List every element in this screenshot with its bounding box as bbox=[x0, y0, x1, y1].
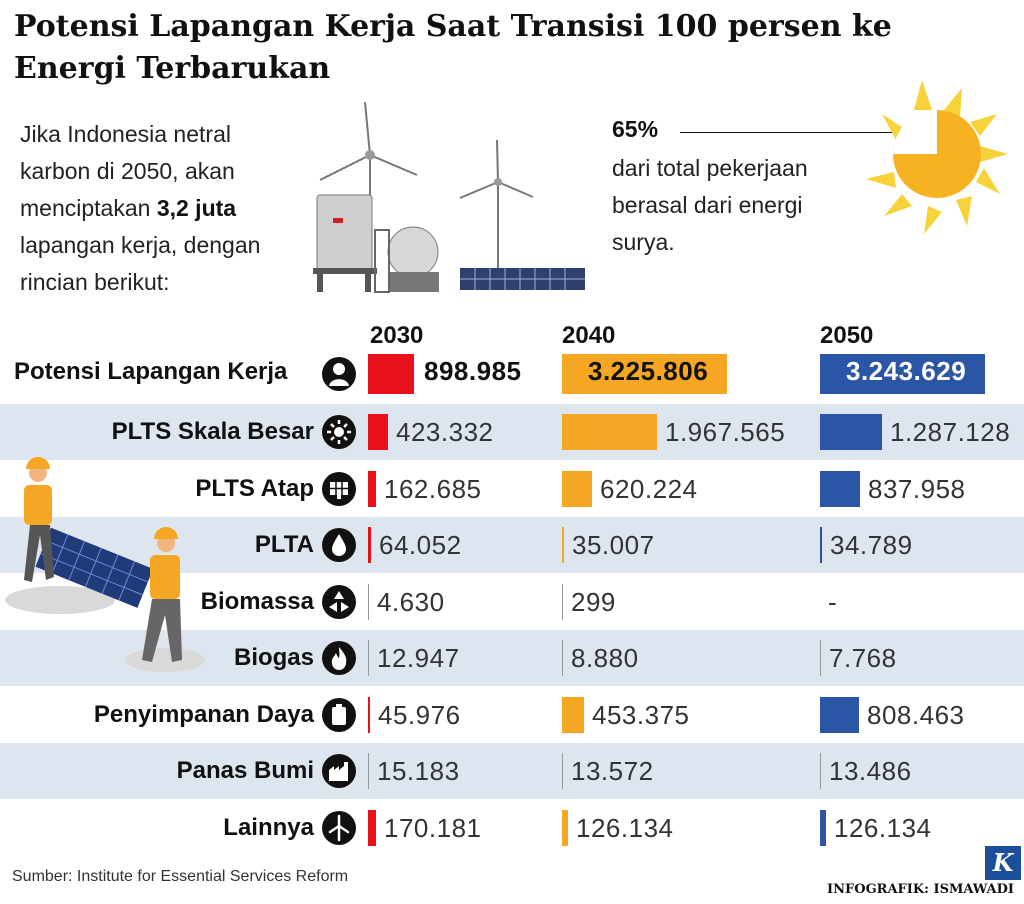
cell-value-2040: 35.007 bbox=[572, 530, 655, 560]
table-row: PLTS Skala Besar 423.332 1.967.565 1.287.12… bbox=[0, 404, 1024, 460]
bar-2040 bbox=[562, 583, 563, 620]
bar-2030 bbox=[368, 809, 376, 846]
year-2050: 2050 bbox=[820, 322, 874, 349]
credit-note: INFOGRAFIK: ISMAWADI bbox=[827, 882, 1014, 897]
bar-2050 bbox=[820, 470, 860, 507]
cell-value-2030: 12.947 bbox=[377, 643, 460, 673]
cell-value-2030: 423.332 bbox=[396, 417, 494, 447]
solar-panel-icon bbox=[322, 471, 356, 506]
flame-icon bbox=[322, 641, 356, 675]
cell-value-2050: 7.768 bbox=[829, 643, 897, 673]
bar-2050 bbox=[820, 696, 859, 733]
bar-2050 bbox=[820, 809, 826, 846]
cell-value-2030: 162.685 bbox=[384, 473, 482, 504]
bar-2040 bbox=[562, 527, 564, 563]
bar-2030 bbox=[368, 414, 388, 450]
bar-2050 bbox=[820, 640, 821, 676]
solar-percent: 65% bbox=[612, 116, 659, 142]
total-bar-2030 bbox=[368, 354, 414, 394]
table-row: Biomassa 4.630 299 - bbox=[0, 574, 1024, 630]
year-2040: 2040 bbox=[562, 322, 616, 349]
cell-value-2030: 170.181 bbox=[384, 812, 482, 843]
bar-2040 bbox=[562, 696, 584, 733]
source-note: Sumber: Institute for Essential Services… bbox=[12, 868, 349, 885]
table-row: Panas Bumi 15.183 13.572 13.486 bbox=[0, 743, 1024, 799]
page-title: Potensi Lapangan Kerja Saat Transisi 100… bbox=[14, 9, 892, 86]
bar-2040 bbox=[562, 753, 563, 789]
total-label: Potensi Lapangan Kerja bbox=[14, 358, 288, 385]
bar-2030 bbox=[368, 527, 371, 563]
cell-value-2050: 13.486 bbox=[829, 756, 912, 786]
energy-illustration bbox=[313, 101, 585, 293]
total-value-2030: 898.985 bbox=[424, 356, 522, 386]
cell-value-2040: 299 bbox=[571, 586, 616, 617]
solar-pointer-line bbox=[680, 132, 945, 133]
cell-value-2040: 1.967.565 bbox=[665, 417, 786, 447]
bar-2030 bbox=[368, 640, 369, 676]
cell-value-2050: 808.463 bbox=[867, 699, 965, 730]
row-label: PLTS Skala Besar bbox=[111, 418, 314, 445]
bar-2040 bbox=[562, 470, 592, 507]
water-drop-icon bbox=[322, 528, 356, 562]
bar-2030 bbox=[368, 470, 376, 507]
bar-2050 bbox=[820, 527, 822, 563]
table-row: PLTS Atap 162.685 620.224 837.958 bbox=[0, 461, 1024, 517]
publisher-logo: K bbox=[985, 846, 1021, 880]
bar-2030 bbox=[368, 696, 370, 733]
table-row: Penyimpanan Daya 45.976 453.375 808.463 bbox=[0, 687, 1024, 743]
factory-icon bbox=[322, 754, 356, 788]
bar-2050 bbox=[820, 414, 882, 450]
cell-value-2050: 837.958 bbox=[868, 473, 966, 504]
total-bar-2050 bbox=[820, 354, 985, 394]
bar-2040 bbox=[562, 809, 568, 846]
recycle-icon bbox=[322, 584, 356, 619]
total-value-2040: 3.225.806 bbox=[588, 356, 709, 386]
row-label: Biomassa bbox=[200, 587, 314, 615]
sun-icon bbox=[866, 80, 1008, 234]
cell-value-2050: 1.287.128 bbox=[890, 417, 1011, 447]
row-label: PLTA bbox=[254, 531, 314, 558]
row-label: Lainnya bbox=[223, 813, 314, 841]
cell-value-2030: 15.183 bbox=[377, 756, 460, 786]
solar-text: dari total pekerjaan berasal dari energi… bbox=[612, 155, 808, 255]
row-label: Panas Bumi bbox=[176, 757, 314, 784]
cell-value-2040: 620.224 bbox=[600, 473, 698, 504]
intro-text: Jika Indonesia netral karbon di 2050, ak… bbox=[20, 116, 300, 301]
cell-value-2040: 8.880 bbox=[571, 643, 639, 673]
cell-value-2050: 34.789 bbox=[830, 530, 913, 560]
row-label: Penyimpanan Daya bbox=[93, 700, 314, 728]
total-bar-2040 bbox=[562, 354, 727, 394]
cell-value-2040: 13.572 bbox=[571, 756, 654, 786]
workers-illustration bbox=[5, 457, 205, 672]
row-label: PLTS Atap bbox=[195, 474, 314, 502]
bar-2030 bbox=[368, 583, 369, 620]
bar-2040 bbox=[562, 414, 657, 450]
table-row: Lainnya 170.181 126.134 126.134 bbox=[0, 800, 1024, 856]
table-row: PLTA 64.052 35.007 34.789 bbox=[0, 517, 1024, 573]
intro-text-start: Jika Indonesia netral karbon di 2050, ak… bbox=[20, 121, 235, 221]
person-icon bbox=[322, 357, 356, 391]
sun-icon bbox=[322, 415, 356, 449]
total-value-2050: 3.243.629 bbox=[846, 356, 967, 386]
cell-value-2040: 126.134 bbox=[576, 812, 674, 843]
wind-turbine-icon bbox=[322, 810, 356, 845]
cell-value-2030: 4.630 bbox=[377, 586, 445, 617]
cell-value-2040: 453.375 bbox=[592, 699, 690, 730]
battery-icon bbox=[322, 697, 356, 732]
intro-highlight: 3,2 juta bbox=[156, 195, 237, 221]
cell-value-2030: 45.976 bbox=[378, 699, 461, 730]
year-2030: 2030 bbox=[370, 322, 424, 349]
intro-text-end: lapangan kerja, dengan rincian berikut: bbox=[20, 232, 261, 295]
cell-value-2050: - bbox=[828, 586, 838, 617]
bar-2030 bbox=[368, 753, 369, 789]
bar-2050 bbox=[820, 753, 821, 789]
bar-2040 bbox=[562, 640, 563, 676]
row-label: Biogas bbox=[233, 644, 314, 671]
cell-value-2050: 126.134 bbox=[834, 812, 932, 843]
cell-value-2030: 64.052 bbox=[379, 530, 462, 560]
